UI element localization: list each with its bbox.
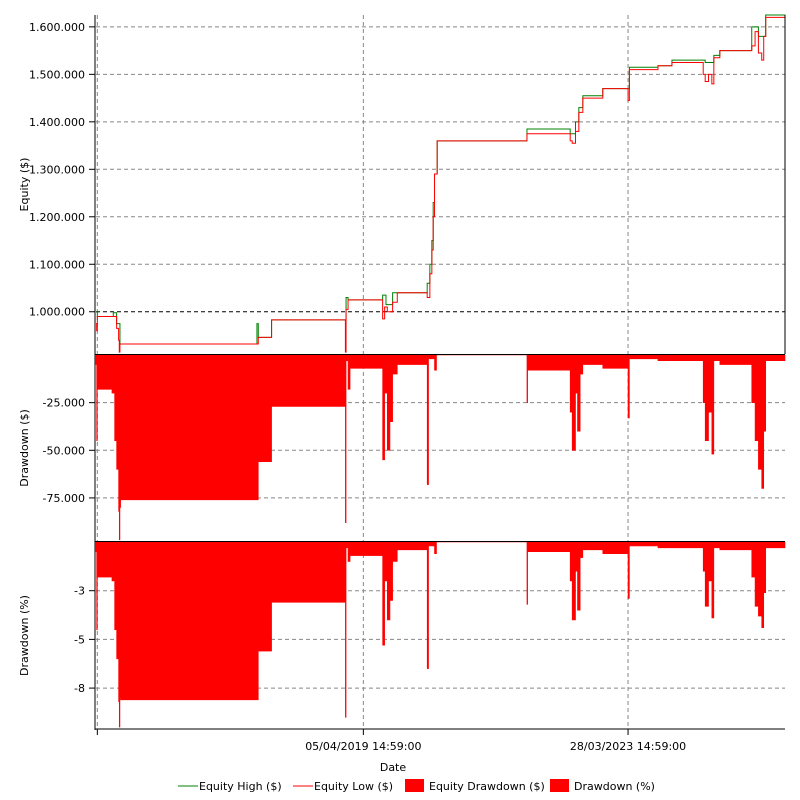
y-tick-label: -50.000: [43, 444, 85, 457]
y-tick-label: 1.100.000: [29, 258, 85, 271]
y-tick-label: -25.000: [43, 397, 85, 410]
equity-low-line: [96, 16, 786, 353]
y-tick-label: 1.300.000: [29, 163, 85, 176]
drawdown-percent-area: [95, 541, 786, 728]
y-axis-label: Equity ($): [18, 158, 31, 212]
y-axis-label: Drawdown (%): [18, 595, 31, 676]
y-tick-label: -75.000: [43, 492, 85, 505]
y-axis-label: Drawdown ($): [18, 409, 31, 487]
legend-swatch-box: [550, 779, 569, 792]
x-axis-label: Date: [380, 761, 407, 774]
y-tick-label: -5: [74, 633, 85, 646]
x-tick-label: 05/04/2019 14:59:00: [305, 740, 421, 753]
y-tick-label: 1.400.000: [29, 116, 85, 129]
legend-label: Drawdown (%): [574, 780, 655, 793]
legend-label: Equity Low ($): [314, 780, 393, 793]
y-tick-label: 1.600.000: [29, 21, 85, 34]
legend-swatch-box: [405, 779, 424, 792]
equity-drawdown-area: [95, 354, 786, 541]
y-tick-label: 1.000.000: [29, 306, 85, 319]
y-tick-label: -8: [74, 682, 85, 695]
legend-label: Equity Drawdown ($): [429, 780, 545, 793]
y-tick-label: 1.200.000: [29, 211, 85, 224]
equity-high-line: [96, 14, 786, 345]
y-tick-label: -3: [74, 585, 85, 598]
y-tick-label: 1.500.000: [29, 68, 85, 81]
legend-label: Equity High ($): [199, 780, 282, 793]
x-tick-label: 28/03/2023 14:59:00: [570, 740, 686, 753]
